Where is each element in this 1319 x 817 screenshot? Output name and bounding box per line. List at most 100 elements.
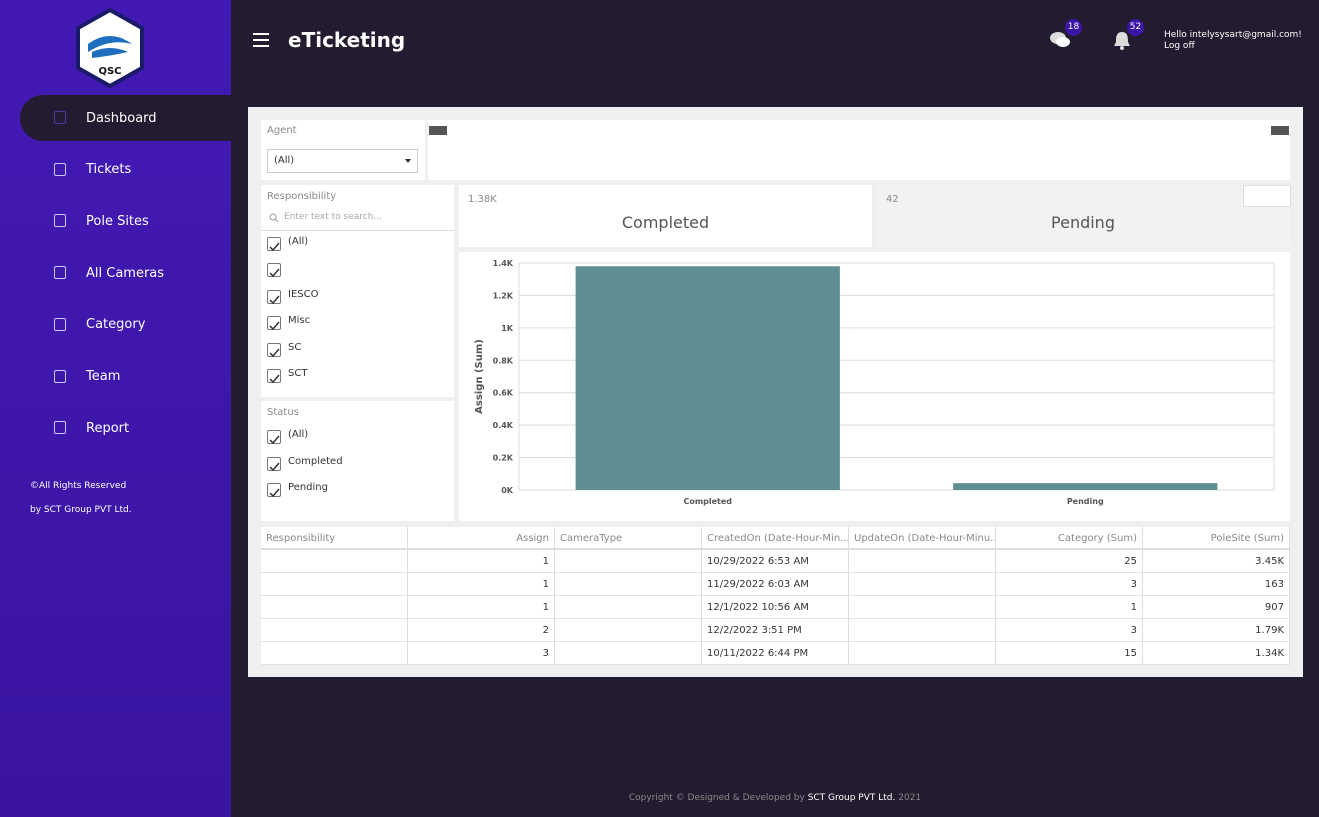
card-tools[interactable] [1243,185,1291,207]
menu-label: Pole Sites [86,213,149,229]
sidebar: QSC Dashboard Tickets Pole Sites All Camera… [0,0,231,817]
table-cell [555,619,702,642]
table-cell [261,619,408,642]
menu-button[interactable] [1271,126,1289,135]
option-label: (All) [288,429,309,440]
menu-item[interactable]: Pole Sites [20,198,231,244]
messages-badge: 18 [1065,19,1082,36]
notifications-icon[interactable] [1112,30,1132,50]
menu-item[interactable]: Report [20,405,231,451]
checkbox[interactable] [267,369,281,384]
filter-strip [428,120,1290,180]
table-cell: 15 [996,642,1143,665]
menu-icon [54,266,66,280]
column-header: Assign [408,527,555,550]
y-tick-label: 1.2K [493,291,514,300]
menu-label: Tickets [86,162,132,178]
menu-label: All Cameras [86,265,165,281]
x-tick-label: Completed [683,497,732,506]
y-axis-title: Assign (Sum) [474,339,485,414]
menu-icon [54,317,66,331]
status-filter: Status [261,401,454,521]
y-tick-label: 0.4K [493,421,514,430]
greeting: Hello intelysysart@gmail.com! [1164,30,1302,40]
table-cell: 1.34K [1143,642,1290,665]
y-tick-label: 0.8K [493,356,514,365]
card: 42 Pending [876,185,1291,247]
notifications-badge: 52 [1127,19,1144,36]
logo-text: QSC [98,66,121,77]
table-cell: 10/29/2022 6:53 AM [702,550,849,573]
card-value: 42 [886,194,899,205]
checkbox[interactable] [267,237,281,252]
check [269,348,280,357]
check [269,488,280,498]
menu-item[interactable]: Team [20,354,231,400]
table-cell: 3.45K [1143,550,1290,573]
card-value: 1.38K [468,194,497,205]
menu-item[interactable]: Dashboard [20,95,231,141]
checkbox[interactable] [267,430,281,445]
footer-text: Copyright © Designed & Developed by [628,793,805,803]
menu-item[interactable]: All Cameras [20,250,231,296]
column-header: Category (Sum) [996,527,1143,550]
table-cell [261,596,408,619]
agent-select[interactable]: (All) [267,149,418,173]
y-tick-label: 1K [501,324,514,333]
check [269,462,280,471]
menu-item[interactable]: Category [20,302,231,348]
menu-icon [54,369,66,383]
bar [575,266,840,490]
filter-label: Agent [267,125,297,136]
table-cell: 3 [408,642,555,665]
check [269,295,280,304]
filter-label: Responsibility [267,191,337,202]
menu-item[interactable]: Tickets [20,147,231,193]
menu-label: Team [86,369,121,384]
checkbox[interactable] [267,263,281,278]
table-cell: 11/29/2022 6:03 AM [702,573,849,596]
menu-icon [54,111,66,124]
x-tick-label: Pending [1067,497,1104,506]
option-label: IESCO [288,288,319,300]
checkbox[interactable] [267,483,281,498]
check [269,321,280,331]
checkbox[interactable] [267,289,281,304]
menu-label: Dashboard [86,110,157,126]
checkbox[interactable] [267,316,281,331]
checkbox[interactable] [267,456,281,471]
menu-icon [54,421,66,435]
search-input[interactable]: Enter text to search... [284,212,383,222]
table-cell: 1 [408,596,555,619]
option-label: Completed [288,455,343,467]
bar-chart: 0K 0.2K 0.4K 0.6K 0.8K 1K 1.2K 1.4K Assign (Sum)… [474,259,1275,506]
logo: QSC [76,8,144,88]
column-header: PoleSite (Sum) [1143,527,1290,550]
logout-link[interactable]: Log off [1164,41,1195,51]
sidebar-footer: by SCT Group PVT Ltd. [30,505,132,515]
messages-icon[interactable] [1049,30,1071,50]
checkbox[interactable] [267,342,281,357]
check [269,374,280,384]
option-label: (All) [288,236,309,247]
menu-icon [54,162,66,176]
option-label: Pending [288,482,328,493]
menu-icon [54,214,66,228]
table-cell: 12/2/2022 3:51 PM [702,619,849,642]
table-cell [555,550,702,573]
menu-label: Category [86,317,146,333]
table-cell: 1 [408,550,555,573]
app-title: eTicketing [288,28,406,52]
option-label: SCT [288,368,308,379]
sidebar-footer: ©All Rights Reserved [30,481,127,491]
table-cell: 12/1/2022 10:56 AM [702,596,849,619]
column-header: CameraType [555,527,702,550]
table-cell [261,642,408,665]
responsibility-filter: Responsibility Enter text to search... [261,185,454,397]
menu-button[interactable] [429,126,447,135]
menu-toggle[interactable] [253,32,270,48]
column-header: CreatedOn (Date-Hour-Min... [702,527,849,550]
table-cell: 907 [1143,596,1290,619]
table-cell [261,573,408,596]
card-label: Completed [621,213,710,232]
